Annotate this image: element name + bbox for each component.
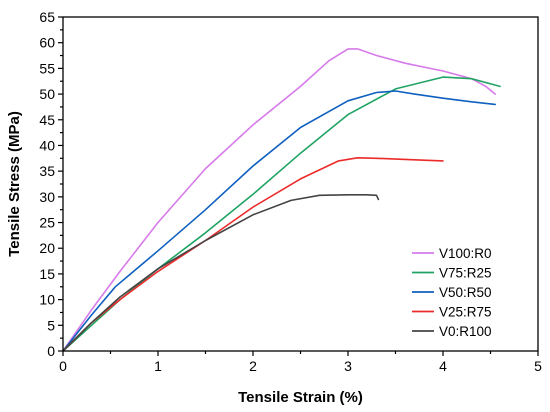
legend-label: V100:R0 — [439, 246, 492, 261]
axes-layer — [62, 16, 539, 352]
series-line-v100-r0 — [62, 48, 496, 352]
y-tick-label: 55 — [39, 60, 55, 76]
series-layer — [62, 48, 501, 352]
y-tick-label: 40 — [39, 137, 55, 153]
legend-label: V0:R100 — [439, 324, 492, 339]
legend-label: V75:R25 — [439, 266, 492, 281]
x-tick-label: 1 — [154, 358, 162, 374]
y-tick-label: 5 — [47, 317, 55, 333]
y-tick-label: 35 — [39, 163, 55, 179]
x-tick-label: 3 — [344, 358, 352, 374]
y-tick-label: 0 — [47, 343, 55, 359]
series-line-v25-r75 — [62, 157, 444, 352]
series-line-v0-r100 — [62, 194, 380, 352]
x-axis-title: Tensile Strain (%) — [238, 389, 363, 406]
y-tick-label: 60 — [39, 35, 55, 51]
x-tick-label: 4 — [439, 358, 447, 374]
x-tick-label: 0 — [59, 358, 67, 374]
x-tick-label: 2 — [249, 358, 257, 374]
series-line-v75-r25 — [62, 76, 501, 352]
x-tick-label: 5 — [534, 358, 542, 374]
series-line-v50-r50 — [62, 90, 496, 352]
legend-label: V25:R75 — [439, 305, 492, 320]
y-tick-label: 45 — [39, 112, 55, 128]
y-tick-label: 10 — [39, 292, 55, 308]
legend-label: V50:R50 — [439, 285, 492, 300]
y-tick-label: 50 — [39, 86, 55, 102]
legend: V100:R0 V75:R25 V50:R50 V25:R75 V0:R100 — [412, 246, 492, 339]
y-tick-label: 65 — [39, 9, 55, 25]
y-axis-title: Tensile Stress (MPa) — [6, 111, 23, 257]
plot-frame — [62, 16, 539, 352]
y-tick-label: 30 — [39, 189, 55, 205]
y-tick-label: 15 — [39, 266, 55, 282]
y-tick-label: 20 — [39, 240, 55, 256]
y-tick-label: 25 — [39, 215, 55, 231]
